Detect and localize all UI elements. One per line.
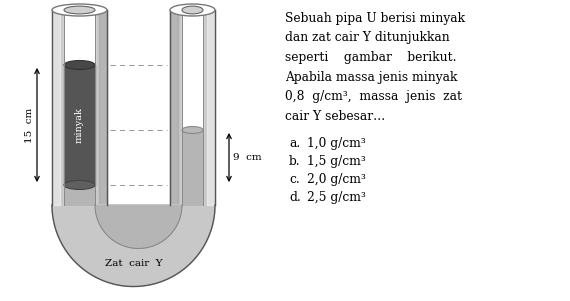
Text: c.: c. [289,173,300,186]
Polygon shape [95,205,182,249]
Polygon shape [52,10,107,205]
Text: 9  cm: 9 cm [233,153,262,162]
Text: a.: a. [289,137,300,150]
Ellipse shape [64,61,95,70]
Polygon shape [99,10,107,205]
Text: b.: b. [289,155,300,168]
Text: 1,5 g/cm³: 1,5 g/cm³ [307,155,366,168]
Polygon shape [182,130,203,205]
Text: cair Y sebesar…: cair Y sebesar… [285,110,385,123]
Text: seperti    gambar    berikut.: seperti gambar berikut. [285,51,457,64]
Ellipse shape [170,4,215,16]
Text: 15  cm: 15 cm [25,107,34,143]
Ellipse shape [52,4,107,16]
Polygon shape [182,10,203,205]
Text: 0,8  g/cm³,  massa  jenis  zat: 0,8 g/cm³, massa jenis zat [285,90,462,103]
Ellipse shape [182,6,203,14]
Polygon shape [52,10,60,205]
Polygon shape [170,10,215,205]
Polygon shape [52,205,215,287]
Text: Sebuah pipa U berisi minyak: Sebuah pipa U berisi minyak [285,12,465,25]
Ellipse shape [64,6,95,14]
Text: Zat  cair  Y: Zat cair Y [105,259,162,268]
Text: dan zat cair Y ditunjukkan: dan zat cair Y ditunjukkan [285,32,450,45]
Polygon shape [64,65,95,185]
Polygon shape [207,10,215,205]
Polygon shape [170,10,178,205]
Ellipse shape [182,126,203,134]
Polygon shape [64,10,95,205]
Ellipse shape [64,181,95,190]
Polygon shape [95,205,182,249]
Text: 2,5 g/cm³: 2,5 g/cm³ [307,191,366,204]
Text: 2,0 g/cm³: 2,0 g/cm³ [307,173,366,186]
Polygon shape [64,185,95,205]
Text: 1,0 g/cm³: 1,0 g/cm³ [307,137,366,150]
Text: Apabila massa jenis minyak: Apabila massa jenis minyak [285,70,457,83]
Text: d.: d. [289,191,301,204]
Text: minyak: minyak [75,107,84,143]
